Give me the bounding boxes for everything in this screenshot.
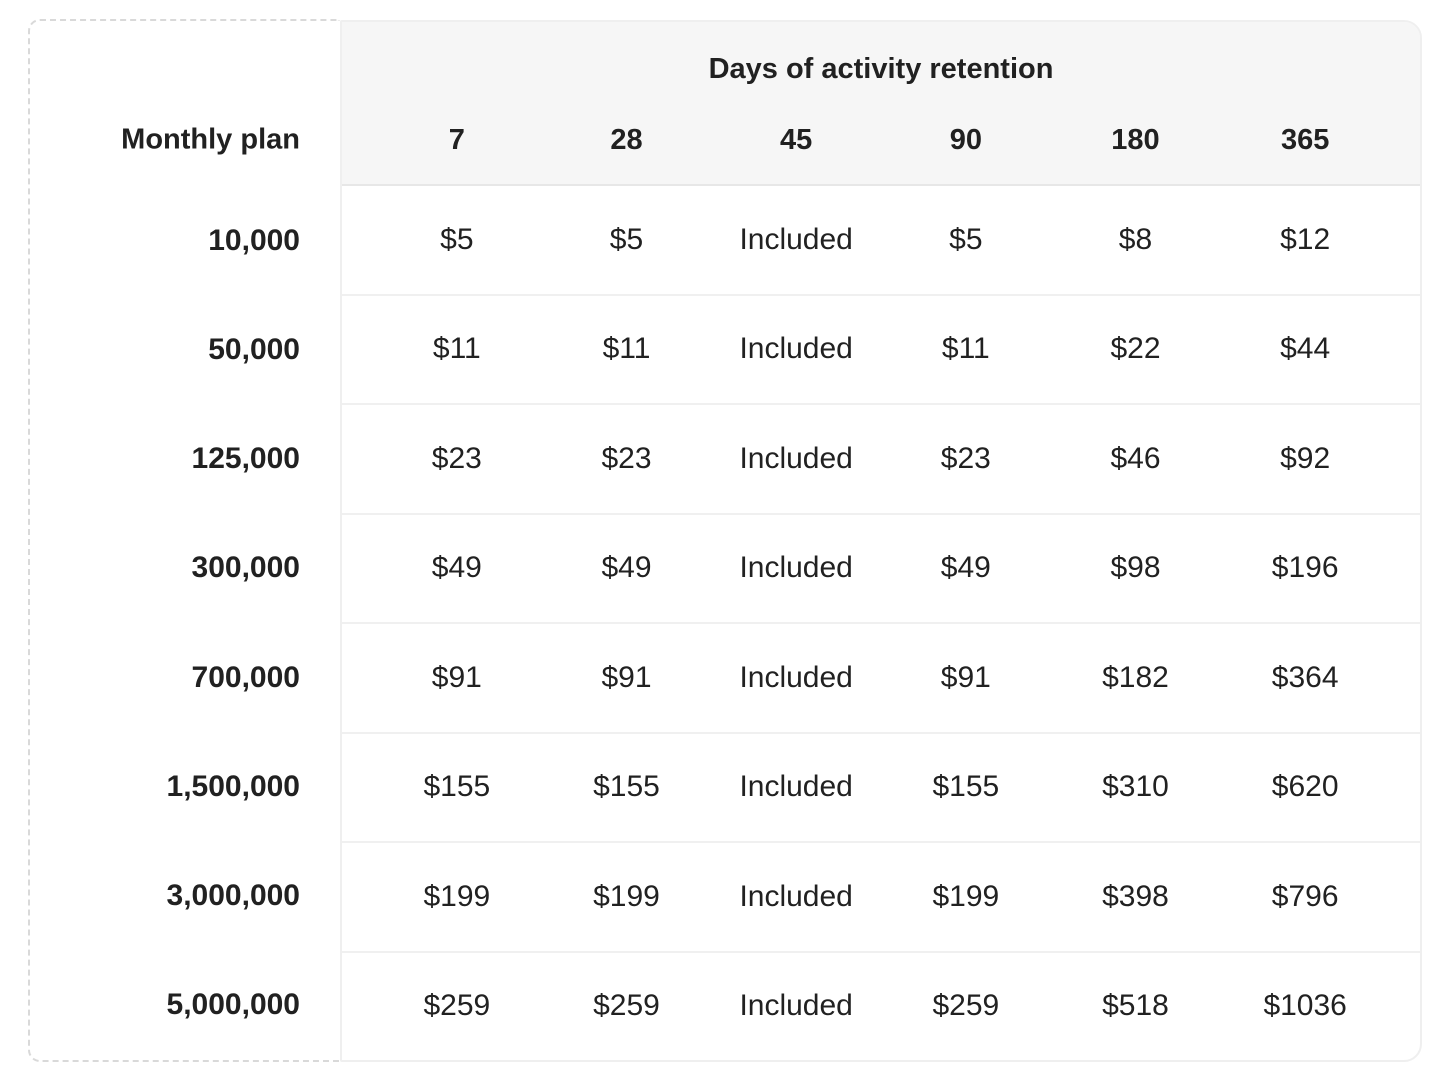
- plan-value: 3,000,000: [166, 879, 300, 913]
- price-cell: $155: [593, 770, 660, 804]
- price-cell: $259: [593, 989, 660, 1023]
- plan-value: 1,500,000: [166, 769, 300, 803]
- plan-row-300000: 300,000: [30, 514, 340, 623]
- price-cell: $1036: [1263, 989, 1347, 1023]
- price-cell: $46: [1110, 441, 1161, 475]
- price-cell: $155: [423, 770, 491, 804]
- price-cell: $98: [1110, 551, 1161, 585]
- price-cell: $259: [932, 989, 1000, 1023]
- price-cell: $49: [431, 551, 482, 585]
- column-header-365: 365: [1280, 123, 1330, 156]
- plan-row-50000: 50,000: [30, 295, 340, 404]
- plan-rows: 10,000 50,000 125,000 300,000 700,000 1,…: [30, 186, 340, 1060]
- price-cell: $91: [601, 660, 652, 694]
- price-cell: $91: [431, 660, 482, 694]
- price-cell: $49: [601, 551, 652, 585]
- price-cell: $22: [1110, 332, 1161, 366]
- price-cell: $5: [949, 222, 983, 256]
- plan-row-1500000: 1,500,000: [30, 732, 340, 841]
- price-cell: $5: [440, 222, 474, 256]
- price-cell-included: Included: [739, 332, 853, 366]
- price-cell: $23: [940, 441, 991, 475]
- price-row-700000: $91 $91 Included $91 $182 $364: [342, 622, 1420, 732]
- price-cell: $12: [1280, 222, 1331, 256]
- price-cell: $155: [932, 770, 1000, 804]
- price-cell: $92: [1280, 441, 1331, 475]
- price-cell-included: Included: [739, 879, 853, 913]
- retention-header: Days of activity retention 7 28 45 90 18…: [342, 22, 1420, 186]
- price-cell: $259: [423, 989, 491, 1023]
- retention-pricing-grid: Days of activity retention 7 28 45 90 18…: [340, 20, 1422, 1062]
- retention-price-rows: $5 $5 Included $5 $8 $12 $11 $11 Include…: [342, 186, 1420, 1060]
- price-cell: $11: [602, 332, 651, 366]
- price-row-300000: $49 $49 Included $49 $98 $196: [342, 512, 1420, 623]
- price-row-3000000: $199 $199 Included $199 $398 $796: [342, 841, 1420, 951]
- retention-column-headers: 7 28 45 90 180 365: [342, 116, 1420, 164]
- plan-value: 5,000,000: [166, 988, 300, 1022]
- price-cell: $310: [1102, 770, 1169, 804]
- column-header-7: 7: [448, 123, 465, 156]
- column-header-90: 90: [949, 123, 982, 156]
- plan-row-125000: 125,000: [30, 405, 340, 514]
- plan-row-10000: 10,000: [30, 186, 340, 295]
- price-cell: $182: [1102, 660, 1169, 694]
- price-cell-included: Included: [739, 770, 853, 804]
- price-cell: $11: [432, 332, 481, 366]
- plan-row-5000000: 5,000,000: [30, 951, 340, 1060]
- plan-value: 300,000: [191, 551, 300, 585]
- price-cell: $5: [609, 222, 644, 256]
- price-cell-included: Included: [739, 441, 853, 475]
- price-cell-included: Included: [739, 551, 853, 585]
- price-cell-included: Included: [739, 222, 853, 256]
- price-cell: $518: [1102, 989, 1169, 1023]
- price-row-1500000: $155 $155 Included $155 $310 $620: [342, 731, 1420, 842]
- price-cell: $44: [1280, 332, 1331, 366]
- price-cell-included: Included: [739, 989, 853, 1023]
- plan-value: 125,000: [191, 442, 300, 476]
- plan-value: 700,000: [191, 660, 300, 694]
- price-row-50000: $11 $11 Included $11 $22 $44: [342, 293, 1420, 404]
- plan-row-700000: 700,000: [30, 623, 340, 732]
- plan-row-3000000: 3,000,000: [30, 842, 340, 951]
- plan-value: 10,000: [208, 223, 300, 257]
- price-cell: $364: [1271, 660, 1339, 694]
- price-row-10000: $5 $5 Included $5 $8 $12: [342, 186, 1420, 294]
- price-cell: $199: [423, 879, 491, 913]
- price-row-125000: $23 $23 Included $23 $46 $92: [342, 403, 1420, 513]
- price-cell: $796: [1271, 879, 1339, 913]
- plan-value: 50,000: [208, 332, 300, 366]
- price-cell: $199: [593, 879, 660, 913]
- price-cell: $199: [932, 879, 1000, 913]
- retention-title: Days of activity retention: [708, 52, 1054, 85]
- price-cell: $8: [1118, 222, 1153, 256]
- price-cell: $49: [940, 551, 991, 585]
- price-cell: $196: [1271, 551, 1339, 585]
- price-cell: $620: [1271, 770, 1339, 804]
- price-cell: $91: [940, 660, 991, 694]
- price-cell-included: Included: [739, 660, 853, 694]
- plan-column-title: Monthly plan: [121, 123, 300, 156]
- price-row-5000000: $259 $259 Included $259 $518 $1036: [342, 950, 1420, 1061]
- price-cell: $11: [941, 332, 990, 366]
- column-header-28: 28: [610, 123, 643, 156]
- monthly-plan-column: Monthly plan 10,000 50,000 125,000 300,0…: [28, 19, 340, 1062]
- plan-column-header: Monthly plan: [30, 21, 340, 186]
- column-header-45: 45: [780, 123, 813, 156]
- price-cell: $23: [431, 441, 482, 475]
- price-cell: $23: [601, 441, 652, 475]
- column-header-180: 180: [1111, 123, 1160, 156]
- price-cell: $398: [1102, 879, 1169, 913]
